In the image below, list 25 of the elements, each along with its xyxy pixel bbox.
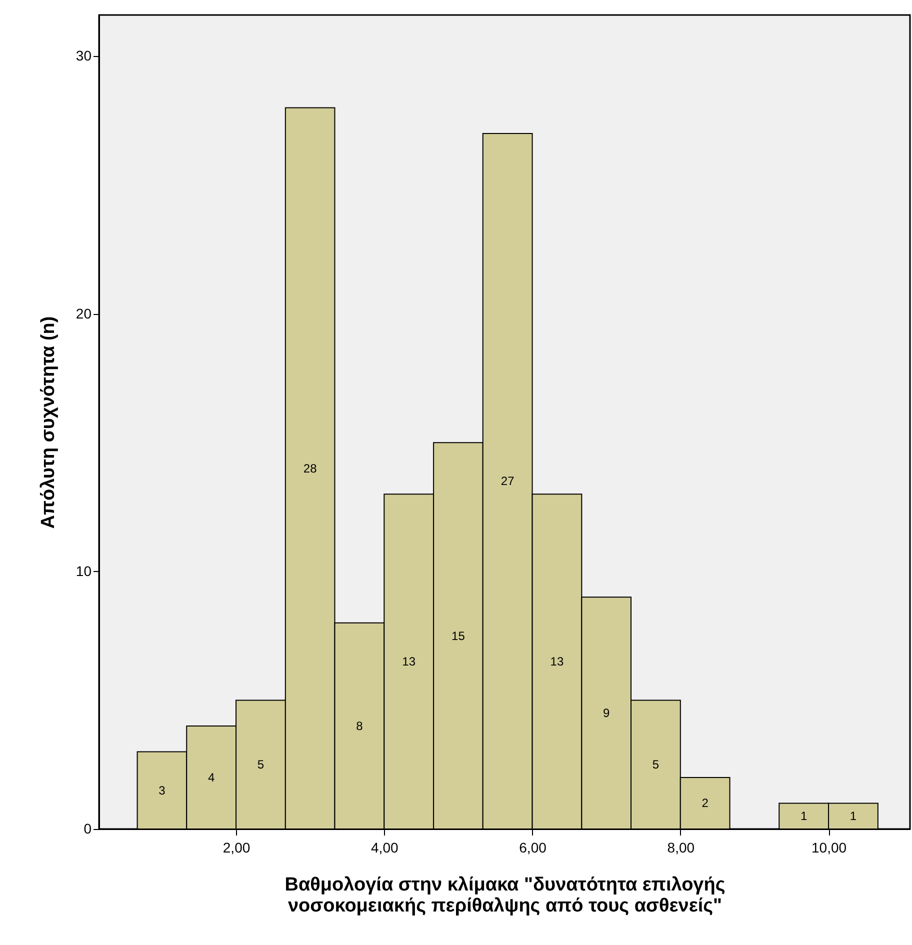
data-label: 1	[850, 809, 857, 824]
data-label: 3	[158, 783, 166, 798]
data-label: 15	[452, 628, 466, 643]
x-tick-label: 2,00	[222, 840, 250, 856]
x-tick-label: 4,00	[371, 840, 398, 856]
data-label: 13	[402, 654, 416, 669]
data-label: 13	[550, 654, 564, 669]
data-label: 4	[208, 770, 215, 784]
y-tick-label: 0	[84, 820, 92, 836]
y-axis-title: Απόλυτη συχνότητα (n)	[38, 316, 59, 529]
data-label: 8	[356, 718, 364, 733]
data-label: 2	[702, 796, 709, 810]
data-label: 5	[257, 758, 264, 772]
data-label: 1	[800, 809, 808, 824]
x-tick-label: 8,00	[667, 840, 695, 856]
x-axis-title: Βαθμολογία στην κλίμακα "δυνατότητα επιλογής νοσοκομειακής περίθαλψης από τους ασθενείς"	[284, 874, 726, 916]
y-tick-label: 20	[76, 305, 92, 322]
y-tick-label: 30	[76, 48, 92, 64]
y-tick-label: 10	[76, 562, 92, 579]
x-tick-label: 10,00	[812, 840, 847, 856]
x-tick-label: 6,00	[519, 840, 547, 856]
data-label: 27	[500, 474, 515, 488]
data-label: 5	[652, 758, 660, 772]
data-label: 28	[303, 461, 318, 476]
data-label: 9	[602, 706, 610, 720]
